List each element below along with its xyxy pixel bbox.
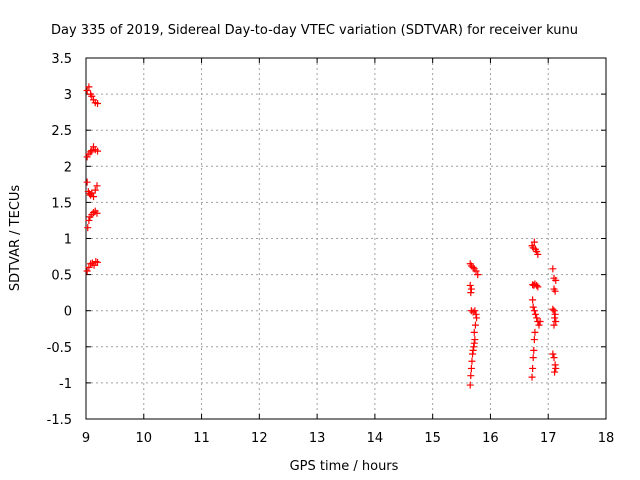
data-point bbox=[91, 186, 99, 194]
data-point bbox=[467, 372, 475, 380]
data-point bbox=[83, 178, 91, 186]
data-point bbox=[551, 368, 559, 376]
data-point bbox=[468, 357, 476, 365]
data-point bbox=[530, 346, 538, 354]
data-point bbox=[534, 250, 542, 258]
data-point bbox=[85, 263, 93, 271]
data-point bbox=[467, 289, 475, 297]
y-tick-label: 1 bbox=[64, 233, 72, 248]
data-point bbox=[532, 310, 540, 318]
data-point bbox=[88, 146, 96, 154]
y-axis-label: SDTVAR / TECUs bbox=[8, 185, 23, 292]
data-point bbox=[466, 281, 474, 289]
grid bbox=[86, 58, 606, 419]
data-point bbox=[85, 83, 93, 91]
x-axis-label: GPS time / hours bbox=[290, 459, 399, 474]
data-point bbox=[467, 364, 475, 372]
x-tick-label: 10 bbox=[136, 431, 153, 446]
data-point bbox=[472, 267, 480, 275]
data-point bbox=[530, 307, 538, 315]
data-point bbox=[83, 267, 91, 275]
data-point bbox=[549, 350, 557, 358]
data-point bbox=[533, 281, 541, 289]
data-point bbox=[551, 287, 559, 295]
plot-frame bbox=[85, 57, 607, 420]
data-point bbox=[550, 354, 558, 362]
data-point bbox=[550, 321, 558, 329]
data-point bbox=[551, 314, 559, 322]
data-point bbox=[84, 224, 92, 232]
data-point bbox=[88, 92, 96, 100]
data-point bbox=[93, 182, 101, 190]
data-point bbox=[534, 283, 542, 291]
x-tick-label: 16 bbox=[482, 431, 499, 446]
y-tick-label: 2.5 bbox=[51, 124, 72, 139]
data-point bbox=[529, 303, 537, 311]
data-point bbox=[535, 321, 543, 329]
y-tick-label: 0.5 bbox=[51, 269, 72, 284]
data-point bbox=[94, 147, 102, 155]
data-point bbox=[93, 209, 101, 217]
data-point bbox=[471, 307, 479, 315]
data-point bbox=[470, 328, 478, 336]
y-tick-label: 0 bbox=[64, 305, 72, 320]
data-point bbox=[529, 296, 537, 304]
data-points bbox=[83, 83, 560, 389]
data-point bbox=[552, 364, 560, 372]
data-point bbox=[549, 305, 557, 313]
data-point bbox=[85, 216, 93, 224]
data-point bbox=[552, 318, 560, 326]
data-point bbox=[528, 373, 536, 381]
y-tick-label: -1.5 bbox=[47, 413, 72, 428]
data-point bbox=[90, 193, 98, 201]
data-point bbox=[552, 276, 560, 284]
data-point bbox=[530, 238, 538, 246]
x-tick-label: 18 bbox=[598, 431, 615, 446]
x-tick-label: 13 bbox=[309, 431, 326, 446]
data-point bbox=[469, 263, 477, 271]
y-tick-label: 3 bbox=[64, 88, 72, 103]
data-point bbox=[87, 148, 95, 156]
data-point bbox=[94, 258, 102, 266]
data-point bbox=[94, 99, 102, 107]
axis-ticks: 9 10 11 12 13 14 15 16 17 18 -1.5 -1 -0.5 0 0.5 1 1.5 2 2.… bbox=[47, 52, 615, 446]
data-point bbox=[530, 336, 538, 344]
data-point bbox=[531, 328, 539, 336]
data-point bbox=[533, 314, 541, 322]
data-point bbox=[473, 314, 481, 322]
data-point bbox=[471, 321, 479, 329]
y-tick-label: 1.5 bbox=[51, 196, 72, 211]
data-point bbox=[83, 86, 91, 94]
data-point bbox=[536, 318, 544, 326]
data-point bbox=[469, 350, 477, 358]
chart-title: Day 335 of 2019, Sidereal Day-to-day VTE… bbox=[51, 23, 578, 38]
data-point bbox=[549, 265, 557, 273]
data-point bbox=[466, 381, 474, 389]
y-tick-label: -1 bbox=[59, 377, 72, 392]
y-tick-label: 3.5 bbox=[51, 52, 72, 67]
data-point bbox=[529, 364, 537, 372]
y-tick-label: -0.5 bbox=[47, 341, 72, 356]
data-point bbox=[550, 307, 558, 315]
x-tick-label: 14 bbox=[367, 431, 384, 446]
data-point bbox=[474, 271, 482, 279]
data-point bbox=[529, 354, 537, 362]
y-tick-label: 2 bbox=[64, 160, 72, 175]
x-tick-label: 9 bbox=[82, 431, 90, 446]
x-tick-label: 11 bbox=[193, 431, 210, 446]
x-tick-label: 12 bbox=[251, 431, 268, 446]
x-tick-label: 17 bbox=[540, 431, 557, 446]
x-tick-label: 15 bbox=[424, 431, 441, 446]
